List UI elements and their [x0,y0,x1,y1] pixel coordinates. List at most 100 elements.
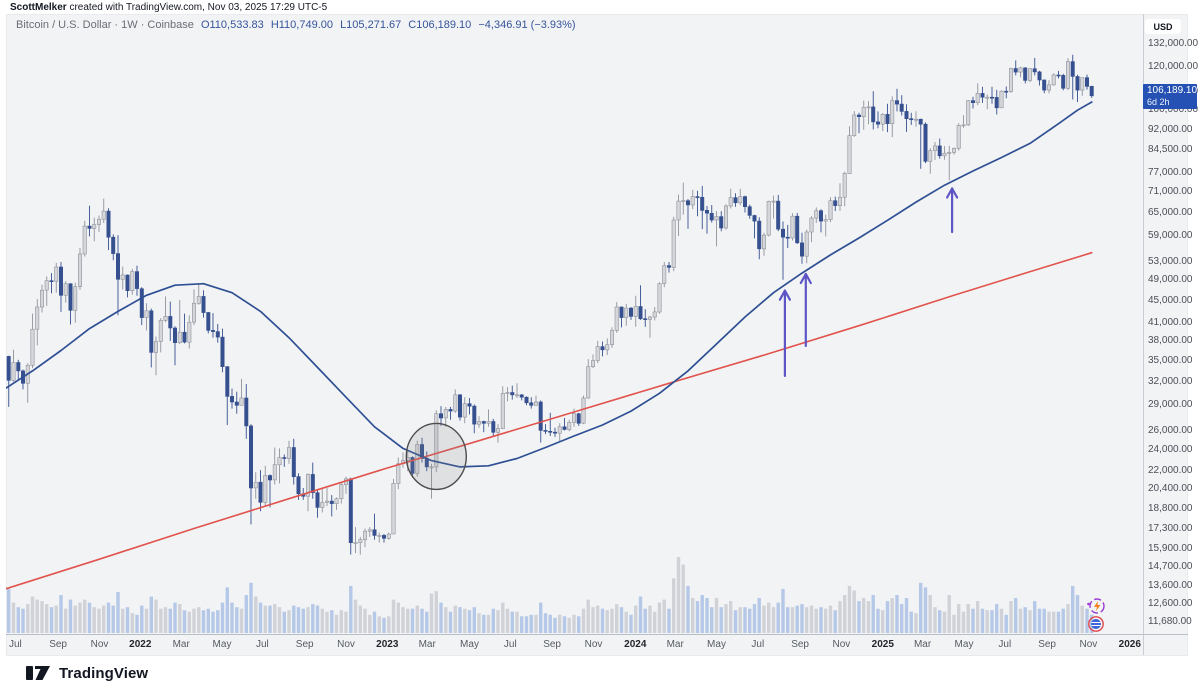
time-axis-label: Sep [543,639,561,650]
volume-bar [752,604,757,633]
up-arrow-annotation[interactable] [778,289,792,377]
currency-chip[interactable]: USD [1145,19,1181,34]
candle-body [657,283,662,313]
candle-body [457,394,462,418]
candle-body [999,90,1004,109]
volume-bar [771,607,776,633]
candle-body [833,200,838,206]
volume-bar [244,595,248,633]
candle-body [73,286,78,311]
volume-bar [97,608,101,633]
lightning-boost-icon[interactable] [1087,598,1105,614]
highlight-circle-annotation[interactable] [405,422,467,491]
candle-body [557,426,562,434]
price-tick-label: 132,000.00 [1148,38,1199,49]
volume-bar [249,582,253,633]
time-axis-label: Nov [337,639,355,650]
volume-bar [714,598,719,633]
candle-body [1032,68,1037,73]
volume-bar [306,607,310,633]
volume-bar [510,611,514,633]
candle-body [267,475,272,481]
volume-bar [178,604,182,633]
candle-body [909,118,914,120]
candle-body [329,500,334,504]
candle-body [571,413,576,423]
volume-bar [216,610,220,633]
volume-bar [914,613,918,633]
volume-bar [1080,605,1084,633]
volume-bar [942,611,947,633]
candle-body [1013,68,1018,73]
candle-body [495,428,500,433]
volume-bar [600,608,605,633]
candle-body [386,533,391,539]
volume-bar [1014,598,1018,633]
candle-body [966,100,971,126]
candle-body [918,118,923,125]
volume-bar [648,605,652,633]
attribution-text: ScottMelker created with TradingView.com… [10,2,327,13]
candle-body [453,394,458,412]
candle-body [1023,67,1028,81]
candle-body [1075,76,1080,91]
volume-bar [795,605,799,633]
volume-bar [235,607,239,633]
candle-body [97,218,102,225]
volume-bar [1052,611,1056,633]
candle-body [742,196,747,208]
volume-bar [344,611,348,633]
candle-body [168,316,173,329]
striped-circle-badge-icon[interactable] [1088,616,1104,632]
volume-bar [1009,601,1013,633]
volume-bar [1028,610,1032,633]
candle-body [249,425,254,489]
volume-bar [952,614,956,633]
candle-body [719,216,724,229]
volume-bar [814,608,818,633]
time-axis[interactable]: Jul Sep Nov 2022 Mar May Jul Sep Nov 2023 Mar May Ju… [6,636,1143,656]
candle-body [63,283,68,296]
candle-body [163,316,168,321]
candle-body [913,118,918,121]
candle-body [676,200,681,221]
price-tick-label: 15,900.00 [1148,542,1193,554]
volume-bar [144,608,149,633]
volume-bar [871,595,875,633]
candle-body [804,231,809,257]
tradingview-brand[interactable]: TradingView [26,662,148,684]
candle-body [543,430,548,432]
price-tick-label: 29,000.00 [1148,399,1193,411]
candle-body [505,392,510,394]
candle-body [847,135,852,174]
volume-bar [980,608,985,633]
candle-body [643,318,648,321]
candle-body [823,219,828,222]
candle-body [192,302,197,323]
candle-body [239,397,244,406]
candle-body [467,403,472,407]
candle-body [975,93,980,104]
volume-bar [691,598,695,633]
candle-body [728,197,733,207]
corner-widgets[interactable] [1087,598,1105,632]
candle-body [576,413,581,424]
candle-body [201,296,206,313]
candle-body [1061,75,1066,89]
up-arrow-annotation[interactable] [799,272,812,347]
candle-body [211,330,216,332]
candle-body [78,253,83,287]
candle-body [609,330,614,345]
time-axis-label: 2026 [1118,639,1141,650]
candle-body [491,421,496,433]
up-arrow-annotation[interactable] [945,187,959,234]
ohlc-high: H110,749.00 [270,19,333,31]
volume-bar [534,614,538,633]
volume-bar [159,608,163,633]
volume-bar [396,602,400,633]
volume-bar [971,608,975,633]
ohlc-open: O110,533.83 [200,19,264,31]
symbol-header[interactable]: Bitcoin / U.S. Dollar · 1W · Coinbase O1… [16,19,580,31]
candle-body [310,474,315,493]
